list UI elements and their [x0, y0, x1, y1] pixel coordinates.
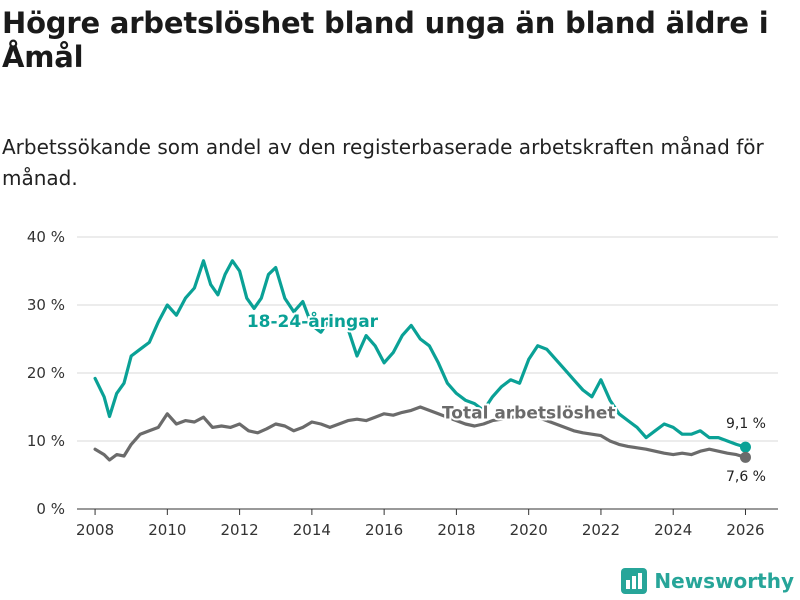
- x-tick-label: 2022: [582, 521, 620, 539]
- end-value-total: 7,6 %: [726, 469, 766, 485]
- series-line-total: [93, 405, 748, 462]
- x-tick-label: 2012: [221, 521, 259, 539]
- series-line-youth: [93, 259, 748, 449]
- x-tick-label: 2008: [76, 521, 114, 539]
- subtitle: Arbetssökande som andel av den registerb…: [2, 135, 764, 190]
- line-chart: 0 % 10 % 20 % 30 % 40 % 2008 2010 2012 2014 2016…: [27, 228, 778, 539]
- x-tick-label: 2020: [510, 521, 548, 539]
- y-tick-label: 20 %: [27, 364, 65, 382]
- series-label-total: Total arbetslöshet: [442, 404, 616, 424]
- x-tick-label: 2014: [293, 521, 331, 539]
- x-tick-label: 2018: [437, 521, 475, 539]
- x-axis: 2008 2010 2012 2014 2016 2018 2020 2022 2024 2026: [76, 509, 765, 539]
- series-end-marker: [739, 451, 751, 463]
- x-tick-label: 2026: [726, 521, 764, 539]
- y-axis-labels: 0 % 10 % 20 % 30 % 40 %: [27, 228, 65, 518]
- y-tick-label: 10 %: [27, 432, 65, 450]
- series-end-marker: [739, 441, 751, 453]
- x-tick-label: 2016: [365, 521, 403, 539]
- grid-lines: [77, 236, 778, 510]
- brand-name: Newsworthy: [654, 569, 794, 593]
- page-title: Högre arbetslöshet bland unga än bland ä…: [2, 6, 769, 74]
- series-lines: [93, 259, 751, 463]
- series-label-youth: 18-24-åringar: [247, 310, 379, 332]
- newsworthy-icon: [621, 568, 648, 594]
- end-value-youth: 9,1 %: [726, 416, 766, 432]
- x-tick-label: 2024: [654, 521, 692, 539]
- y-tick-label: 40 %: [27, 228, 65, 246]
- y-tick-label: 0 %: [36, 500, 65, 518]
- x-tick-label: 2010: [148, 521, 186, 539]
- newsworthy-logo: Newsworthy: [621, 568, 794, 594]
- series-labels: 18-24-åringar Total arbetslöshet 9,1 % 7,6 …: [245, 308, 766, 485]
- y-tick-label: 30 %: [27, 296, 65, 314]
